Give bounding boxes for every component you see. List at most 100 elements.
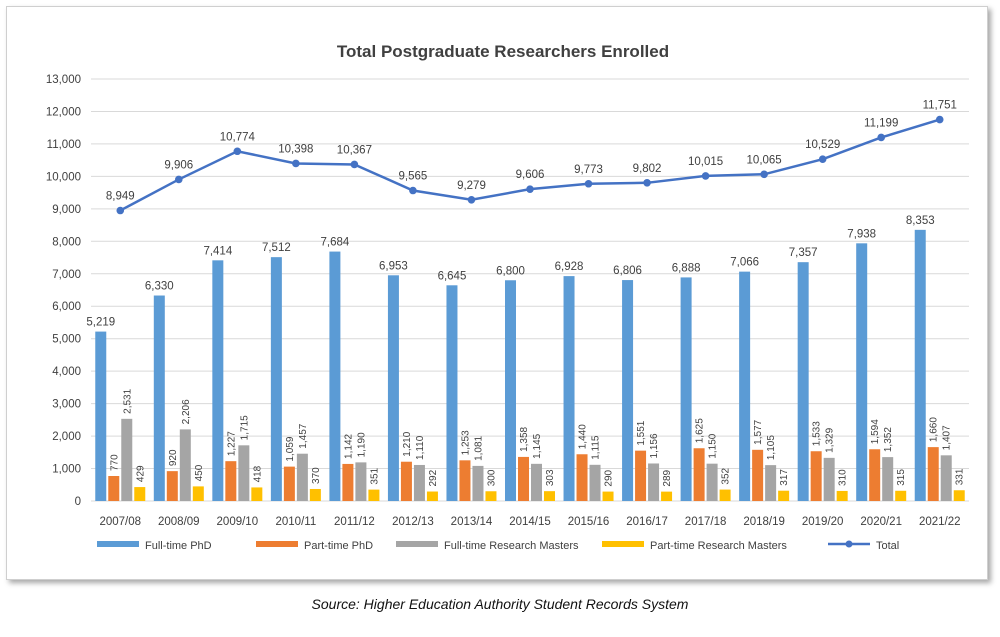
bar-1 bbox=[856, 243, 868, 501]
bar-value-label: 351 bbox=[369, 467, 380, 484]
bar-3 bbox=[765, 465, 777, 501]
bar-1 bbox=[797, 262, 809, 501]
bar-4 bbox=[778, 490, 790, 501]
bar-4 bbox=[895, 490, 907, 501]
legend-label: Total bbox=[876, 540, 899, 552]
total-value-label: 10,367 bbox=[337, 144, 372, 156]
source-note: Source: Higher Education Authority Stude… bbox=[311, 596, 689, 612]
bar-2 bbox=[752, 449, 764, 501]
y-tick-label: 10,000 bbox=[46, 171, 81, 183]
x-tick-label: 2011/12 bbox=[334, 516, 375, 528]
bar-4 bbox=[602, 491, 614, 501]
y-tick-label: 8,000 bbox=[52, 236, 81, 248]
bar-3 bbox=[472, 465, 484, 501]
bar-1 bbox=[505, 280, 516, 501]
bar-2 bbox=[108, 476, 120, 501]
bar-2 bbox=[400, 461, 412, 501]
bar-value-label: 1,145 bbox=[532, 433, 543, 458]
bar-value-label: 1,577 bbox=[753, 419, 764, 444]
bar-value-label: 1,210 bbox=[402, 431, 413, 456]
bar-2 bbox=[518, 456, 529, 501]
bar-value-label: 6,953 bbox=[379, 260, 408, 272]
y-tick-label: 9,000 bbox=[52, 204, 81, 216]
total-point bbox=[409, 186, 417, 195]
bar-1 bbox=[387, 275, 399, 501]
bar-value-label: 1,407 bbox=[942, 425, 953, 450]
bar-2 bbox=[635, 450, 647, 501]
bar-value-label: 6,645 bbox=[438, 270, 467, 282]
bar-3 bbox=[940, 455, 952, 501]
total-value-label: 9,606 bbox=[516, 169, 545, 181]
bar-value-label: 7,066 bbox=[730, 257, 759, 269]
bar-value-label: 450 bbox=[194, 464, 205, 481]
x-tick-label: 2009/10 bbox=[217, 516, 259, 528]
y-tick-label: 7,000 bbox=[52, 269, 81, 281]
bar-3 bbox=[121, 418, 133, 501]
bar-value-label: 331 bbox=[955, 468, 966, 485]
x-tick-label: 2015/16 bbox=[568, 516, 610, 528]
y-tick-label: 11,000 bbox=[47, 139, 81, 151]
bar-value-label: 300 bbox=[486, 469, 497, 486]
bar-value-label: 1,110 bbox=[415, 435, 426, 460]
bar-3 bbox=[823, 457, 835, 501]
bar-1 bbox=[95, 331, 107, 501]
bar-3 bbox=[296, 453, 308, 501]
bar-value-label: 370 bbox=[311, 467, 322, 484]
bar-4 bbox=[719, 489, 731, 501]
bar-value-label: 315 bbox=[896, 469, 907, 486]
x-tick-label: 2019/20 bbox=[802, 516, 844, 528]
bar-value-label: 6,928 bbox=[555, 261, 584, 273]
bar-1 bbox=[212, 260, 224, 501]
bar-1 bbox=[622, 280, 634, 501]
bar-value-label: 1,150 bbox=[708, 433, 719, 458]
bar-value-label: 1,715 bbox=[239, 415, 250, 440]
bar-4 bbox=[368, 489, 380, 501]
bar-value-label: 429 bbox=[135, 465, 146, 482]
bar-value-label: 1,594 bbox=[870, 419, 881, 444]
x-tick-label: 2018/19 bbox=[743, 516, 785, 528]
bar-value-label: 770 bbox=[109, 454, 120, 471]
bar-4 bbox=[134, 487, 146, 501]
bar-1 bbox=[739, 271, 751, 501]
bar-4 bbox=[953, 490, 965, 501]
bar-2 bbox=[576, 454, 588, 501]
bar-value-label: 1,142 bbox=[343, 433, 354, 458]
bar-4 bbox=[544, 491, 555, 501]
bar-value-label: 418 bbox=[252, 465, 263, 482]
total-value-label: 11,199 bbox=[864, 117, 898, 129]
bar-2 bbox=[459, 460, 471, 501]
bar-4 bbox=[661, 491, 673, 501]
bar-value-label: 317 bbox=[779, 469, 790, 486]
bar-4 bbox=[309, 488, 321, 501]
bar-1 bbox=[270, 257, 282, 501]
x-tick-label: 2012/13 bbox=[392, 516, 434, 528]
bar-3 bbox=[355, 462, 367, 501]
chart-title: Total Postgraduate Researchers Enrolled bbox=[337, 42, 669, 61]
legend-label: Full-time PhD bbox=[145, 540, 212, 552]
bar-value-label: 7,938 bbox=[847, 228, 876, 240]
legend-swatch bbox=[97, 541, 139, 547]
bar-3 bbox=[531, 463, 542, 501]
y-tick-label: 12,000 bbox=[46, 106, 81, 118]
bar-1 bbox=[153, 295, 165, 501]
bar-value-label: 7,512 bbox=[262, 242, 291, 254]
total-point bbox=[467, 195, 476, 204]
bar-value-label: 1,253 bbox=[460, 430, 471, 455]
bar-1 bbox=[446, 285, 458, 501]
bar-4 bbox=[426, 491, 438, 501]
y-tick-label: 5,000 bbox=[52, 334, 81, 346]
bar-value-label: 5,219 bbox=[86, 317, 115, 329]
total-point bbox=[350, 160, 359, 169]
bar-4 bbox=[251, 487, 263, 501]
bar-value-label: 8,353 bbox=[906, 215, 935, 227]
bar-2 bbox=[283, 466, 295, 501]
bar-2 bbox=[693, 448, 705, 501]
x-tick-label: 2014/15 bbox=[509, 516, 551, 528]
bar-value-label: 6,800 bbox=[496, 265, 525, 277]
total-point bbox=[935, 115, 944, 124]
gridlines bbox=[91, 78, 969, 502]
legend-swatch bbox=[256, 541, 298, 547]
total-line: 8,949 9,906 10,774 10,398 10,367 9,565 9,279 9,… bbox=[106, 100, 957, 215]
total-value-label: 10,529 bbox=[805, 139, 840, 151]
total-point bbox=[584, 179, 593, 188]
